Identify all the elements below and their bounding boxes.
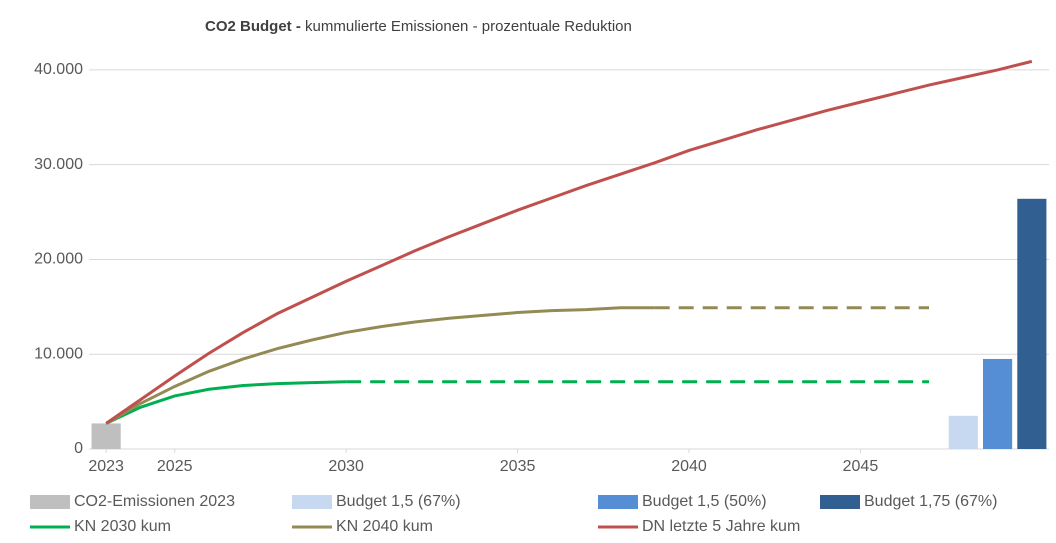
x-tick-label: 2045 [843,458,879,475]
y-tick-label: 20.000 [34,251,83,268]
legend-swatch [292,495,332,509]
line [105,380,347,425]
y-tick-label: 30.000 [34,156,83,173]
y-tick-label: 10.000 [34,345,83,362]
legend-label: Budget 1,75 (67%) [864,493,997,510]
chart-title-bold: CO2 Budget - [205,18,301,35]
chart-title: CO2 Budget - kummulierte Emissionen - pr… [205,18,632,35]
legend-label: DN letzte 5 Jahre kum [642,518,800,535]
bar [91,423,121,449]
legend-swatch [598,495,638,509]
legend-label: CO2-Emissionen 2023 [74,493,235,510]
bar [1017,198,1047,449]
x-tick-label: 2040 [671,458,707,475]
x-tick-label: 2023 [88,458,124,475]
y-tick-label: 40.000 [34,61,83,78]
legend-swatch [820,495,860,509]
legend-label: Budget 1,5 (50%) [642,493,767,510]
bar [983,358,1013,449]
x-tick-label: 2030 [328,458,364,475]
legend-swatch [30,495,70,509]
legend-label: Budget 1,5 (67%) [336,493,461,510]
line [105,59,1033,425]
x-tick-label: 2025 [157,458,193,475]
bar [948,415,978,449]
y-tick-label: 0 [74,440,83,457]
legend-label: KN 2040 kum [336,518,433,535]
legend-label: KN 2030 kum [74,518,171,535]
line [105,306,655,425]
chart-title-text: kummulierte Emissionen - prozentuale Red… [305,18,632,35]
x-tick-label: 2035 [500,458,536,475]
